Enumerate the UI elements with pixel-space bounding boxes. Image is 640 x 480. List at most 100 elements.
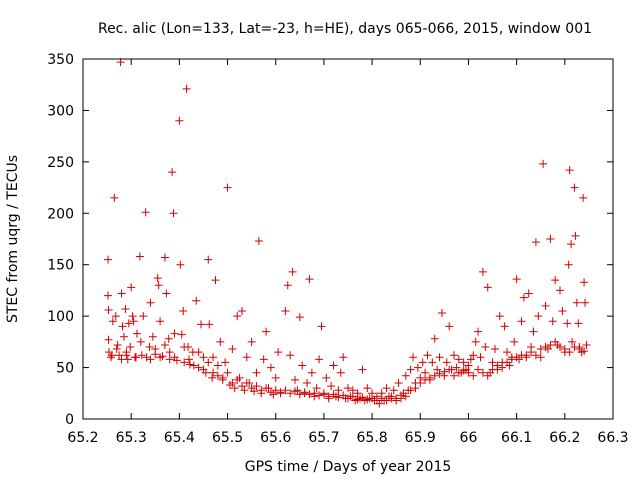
data-point	[336, 368, 345, 377]
data-point	[151, 345, 160, 354]
y-tick-label: 50	[56, 361, 74, 377]
data-point	[454, 355, 463, 364]
data-point	[169, 209, 178, 218]
data-point	[406, 365, 415, 374]
data-point	[322, 373, 331, 382]
x-tick-label: 66	[460, 430, 478, 446]
data-point	[295, 313, 304, 322]
data-point	[127, 283, 136, 292]
data-point	[571, 231, 580, 240]
data-point	[430, 371, 439, 380]
data-point	[483, 371, 492, 380]
data-point	[317, 322, 326, 331]
data-point	[334, 386, 343, 395]
data-point	[180, 358, 189, 367]
data-point	[271, 386, 280, 395]
data-point	[164, 334, 173, 343]
y-tick-label: 150	[47, 258, 74, 274]
data-point	[541, 301, 550, 310]
data-point	[445, 322, 454, 331]
data-point	[230, 384, 239, 393]
data-point	[575, 345, 584, 354]
data-point	[228, 379, 237, 387]
data-point	[233, 312, 242, 321]
data-point	[581, 298, 590, 307]
data-point	[240, 386, 249, 395]
y-tick-label: 0	[65, 412, 74, 428]
data-point	[252, 368, 261, 377]
data-point	[372, 396, 381, 405]
data-point	[536, 345, 545, 354]
data-point	[276, 388, 285, 397]
data-point	[177, 330, 186, 339]
data-point	[129, 317, 138, 326]
data-points	[104, 58, 591, 408]
data-point	[194, 363, 203, 372]
data-point	[582, 340, 591, 349]
data-point	[179, 307, 188, 315]
data-point	[464, 361, 473, 370]
data-point	[529, 327, 538, 336]
data-point	[136, 337, 145, 346]
data-point	[536, 353, 545, 362]
data-point	[469, 371, 478, 380]
data-point	[476, 353, 485, 362]
data-point	[233, 375, 242, 384]
data-point	[428, 358, 437, 367]
data-point	[113, 340, 122, 349]
data-point	[153, 274, 162, 283]
data-point	[205, 320, 214, 329]
x-tick-label: 65.8	[357, 430, 388, 446]
data-point	[148, 332, 157, 341]
data-point	[117, 289, 126, 298]
data-point	[176, 260, 185, 269]
data-point	[115, 351, 124, 360]
data-point	[531, 238, 540, 247]
data-point	[327, 382, 336, 391]
data-point	[358, 365, 367, 374]
data-point	[565, 348, 574, 357]
data-point	[112, 345, 121, 354]
data-point	[527, 348, 536, 357]
data-point	[334, 393, 343, 402]
plot-frame	[82, 58, 614, 420]
data-point	[319, 390, 328, 399]
data-point	[580, 347, 589, 356]
data-point	[401, 371, 410, 380]
data-point	[216, 337, 225, 346]
data-point	[564, 260, 573, 269]
data-point	[421, 375, 430, 384]
data-point	[211, 276, 220, 285]
data-point	[517, 317, 526, 326]
data-point	[266, 388, 275, 397]
data-point	[281, 307, 290, 315]
data-point	[238, 307, 246, 315]
data-point	[339, 353, 348, 362]
data-point	[425, 373, 434, 382]
chart-title: Rec. alic (Lon=133, Lat=-23, h=HE), days…	[98, 21, 592, 37]
data-point	[257, 386, 266, 395]
data-point	[459, 358, 468, 367]
data-point	[104, 291, 113, 300]
data-point	[107, 351, 116, 360]
data-point	[363, 395, 372, 404]
data-point	[204, 358, 213, 367]
x-axis-label: GPS time / Days of year 2015	[245, 459, 452, 475]
data-point	[474, 365, 483, 374]
data-point	[213, 361, 222, 370]
data-point	[298, 361, 307, 370]
data-point	[574, 319, 583, 328]
data-point	[478, 267, 487, 276]
data-point	[185, 360, 194, 369]
data-point	[242, 379, 251, 387]
data-point	[189, 361, 198, 370]
y-tick-label: 300	[47, 103, 74, 119]
data-point	[389, 386, 398, 395]
data-point	[168, 168, 177, 177]
data-point	[128, 312, 137, 321]
data-point	[548, 317, 557, 326]
data-point	[478, 368, 487, 377]
data-point	[266, 363, 275, 372]
data-point	[563, 319, 572, 328]
